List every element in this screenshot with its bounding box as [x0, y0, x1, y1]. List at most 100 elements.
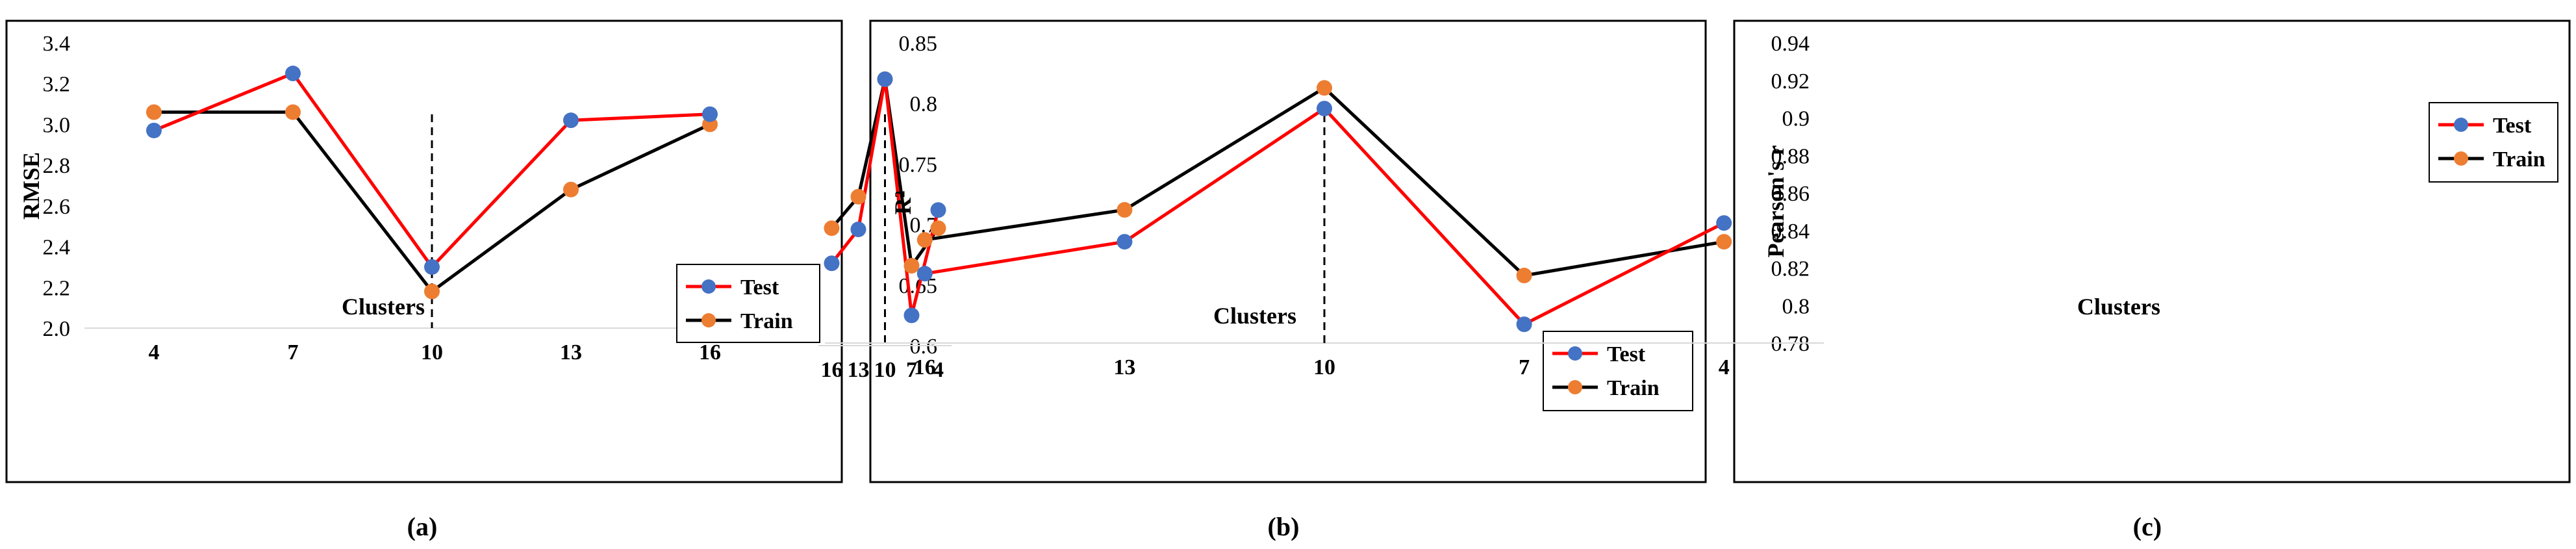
chart-frame [1733, 19, 2571, 483]
y-tick-label: 0.84 [1771, 220, 1810, 244]
legend-item-test: Test [1552, 342, 1646, 366]
data-point-test [824, 255, 840, 272]
legend-item-train: Train [686, 309, 793, 333]
data-point-test [916, 266, 933, 282]
data-point-test [285, 66, 301, 82]
x-tick-label: 13 [560, 340, 582, 364]
x-axis-label: Clusters [2077, 294, 2160, 320]
legend: Test Train [676, 264, 820, 343]
legend: Test Train [2429, 102, 2558, 183]
x-tick-label: 10 [421, 340, 443, 364]
x-tick-label: 4 [1719, 355, 1730, 379]
x-tick-label: 16 [821, 358, 843, 382]
x-tick-label: 7 [288, 340, 299, 364]
y-tick-label: 0.92 [1771, 70, 1810, 94]
legend-label: Train [1607, 376, 1660, 400]
data-point-test [146, 122, 162, 138]
x-axis-label: Clusters [342, 294, 425, 320]
y-axis-label: Pearson's r [1763, 145, 1789, 257]
legend-box [676, 264, 820, 343]
data-point-train [916, 232, 933, 248]
x-tick-label: 7 [1519, 355, 1530, 379]
y-tick-label: 2.6 [43, 195, 71, 219]
data-point-train [146, 104, 162, 120]
legend-label: Test [740, 275, 779, 300]
y-tick-label: 0.9 [1782, 107, 1810, 131]
legend-item-test: Test [686, 275, 779, 300]
x-tick-label: 16 [914, 355, 936, 379]
data-point-train [1716, 234, 1732, 250]
legend-item-test: Test [2438, 114, 2532, 138]
y-tick-label: 2.8 [43, 154, 71, 178]
x-tick-label: 13 [1113, 355, 1135, 379]
y-axis-ticks: 0.78 0.8 0.82 0.84 0.86 0.88 0.9 0.92 0.94 [1771, 32, 1810, 356]
data-point-train [1317, 80, 1332, 96]
panel-label: (c) [2133, 512, 2162, 541]
legend-marker [701, 279, 716, 294]
x-tick-label: 4 [149, 340, 160, 364]
data-point-train [824, 220, 840, 236]
data-point-test [424, 259, 440, 275]
data-point-test [1117, 234, 1133, 250]
y-tick-label: 0.85 [899, 32, 938, 56]
y-tick-label: 3.0 [43, 113, 71, 137]
legend-marker [701, 313, 716, 327]
data-point-train [930, 220, 946, 236]
y-tick-label: 0.82 [1771, 257, 1810, 281]
legend-marker [1568, 346, 1582, 361]
legend-marker [1568, 380, 1582, 394]
data-point-train [850, 188, 866, 205]
data-point-test [563, 112, 579, 129]
y-tick-label: 2.4 [43, 236, 71, 260]
y-tick-label: 2.0 [43, 317, 71, 341]
x-tick-label: 7 [906, 358, 917, 382]
y-axis-ticks: 2.0 2.2 2.4 2.6 2.8 3.0 3.2 3.4 [43, 32, 71, 341]
x-tick-label: 10 [874, 358, 896, 382]
legend: Test Train [1543, 331, 1693, 411]
data-point-test [850, 222, 866, 238]
data-point-test [702, 106, 718, 122]
panel-label: (b) [1268, 512, 1300, 541]
x-axis-label: Clusters [1213, 303, 1296, 329]
legend-item-train: Train [1552, 376, 1660, 400]
data-point-train [1516, 268, 1532, 284]
x-tick-label: 10 [1313, 355, 1335, 379]
legend-box [2429, 102, 2558, 183]
y-tick-label: 0.6 [910, 335, 938, 359]
x-tick-label: 4 [933, 358, 944, 382]
y-tick-label: 2.2 [43, 276, 71, 300]
data-point-train [424, 283, 440, 300]
y-tick-label: 0.8 [910, 92, 938, 116]
y-tick-label: 0.8 [1782, 294, 1810, 318]
data-point-test [1516, 316, 1532, 333]
y-tick-label: 0.75 [899, 153, 938, 177]
data-point-train [1117, 201, 1133, 218]
legend-marker [2454, 151, 2468, 166]
chart-panel-c: 0.780.80.820.840.860.880.90.920.94 47101… [825, 19, 2571, 541]
chart-frame [5, 19, 843, 483]
y-axis-label: RMSE [18, 152, 44, 220]
data-point-train [903, 257, 920, 274]
legend-label: Train [740, 309, 793, 333]
y-tick-label: 0.78 [1771, 332, 1810, 356]
legend-item-train: Train [2438, 147, 2545, 172]
y-tick-label: 0.88 [1771, 144, 1810, 168]
panel-label: (a) [407, 512, 438, 541]
series-group [824, 71, 946, 324]
y-tick-label: 3.4 [43, 32, 71, 56]
legend-label: Test [1607, 342, 1646, 366]
legend-label: Test [2493, 114, 2532, 138]
data-point-test [877, 71, 893, 87]
legend-label: Train [2493, 147, 2545, 172]
data-point-test [1716, 215, 1732, 231]
data-point-test [903, 307, 920, 324]
legend-marker [2454, 118, 2468, 132]
series-group [146, 66, 718, 300]
y-tick-label: 0.86 [1771, 182, 1810, 206]
data-point-test [1317, 101, 1332, 117]
chart-frame [869, 19, 1707, 483]
y-tick-label: 0.94 [1771, 32, 1810, 56]
